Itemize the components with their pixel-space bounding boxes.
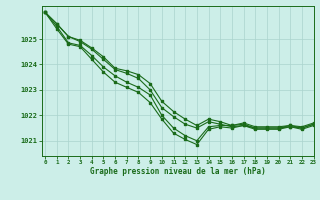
X-axis label: Graphe pression niveau de la mer (hPa): Graphe pression niveau de la mer (hPa) xyxy=(90,167,266,176)
